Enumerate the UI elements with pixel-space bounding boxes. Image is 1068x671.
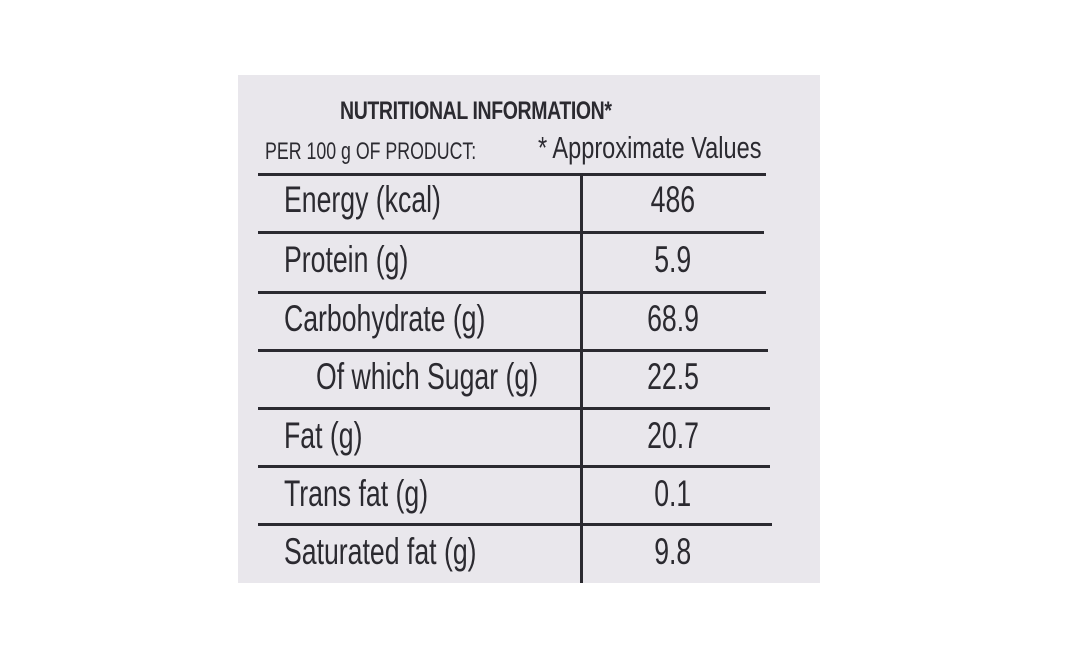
row-divider	[258, 407, 770, 410]
nutrient-name: Of which Sugar (g)	[316, 356, 539, 397]
nutrition-label: NUTRITIONAL INFORMATION* PER 100 g OF PR…	[238, 75, 820, 583]
table-row: Saturated fat (g) 9.8	[258, 525, 766, 583]
row-divider	[258, 291, 766, 294]
per-serving-label: PER 100 g OF PRODUCT:	[265, 138, 477, 165]
nutrient-name: Protein (g)	[284, 239, 409, 280]
nutrient-name: Saturated fat (g)	[284, 531, 477, 572]
nutrition-table: Energy (kcal) 486 Protein (g) 5.9 Carboh…	[258, 173, 772, 583]
table-row: Fat (g) 20.7	[258, 409, 766, 467]
label-title: NUTRITIONAL INFORMATION*	[340, 97, 612, 125]
nutrient-value: 68.9	[647, 298, 699, 339]
table-row: Carbohydrate (g) 68.9	[258, 292, 766, 350]
nutrient-name: Fat (g)	[284, 415, 363, 456]
table-row: Energy (kcal) 486	[258, 173, 766, 231]
column-divider	[580, 173, 583, 583]
row-divider	[258, 349, 768, 352]
row-divider	[258, 231, 764, 234]
table-row: Of which Sugar (g) 22.5	[258, 350, 766, 408]
nutrient-value: 5.9	[654, 239, 692, 280]
nutrient-name: Energy (kcal)	[284, 179, 441, 220]
table-row: Protein (g) 5.9	[258, 233, 766, 291]
table-row: Trans fat (g) 0.1	[258, 467, 766, 525]
nutrient-value: 22.5	[647, 356, 699, 397]
nutrient-value: 20.7	[647, 415, 699, 456]
row-divider	[258, 465, 770, 468]
approximate-values-note: * Approximate Values	[538, 130, 762, 165]
nutrient-name: Trans fat (g)	[284, 473, 429, 514]
nutrient-value: 486	[650, 179, 696, 220]
nutrient-value: 9.8	[654, 531, 692, 572]
row-divider	[258, 523, 772, 526]
nutrient-value: 0.1	[654, 473, 692, 514]
table-top-rule	[258, 173, 766, 176]
nutrient-name: Carbohydrate (g)	[284, 298, 486, 339]
